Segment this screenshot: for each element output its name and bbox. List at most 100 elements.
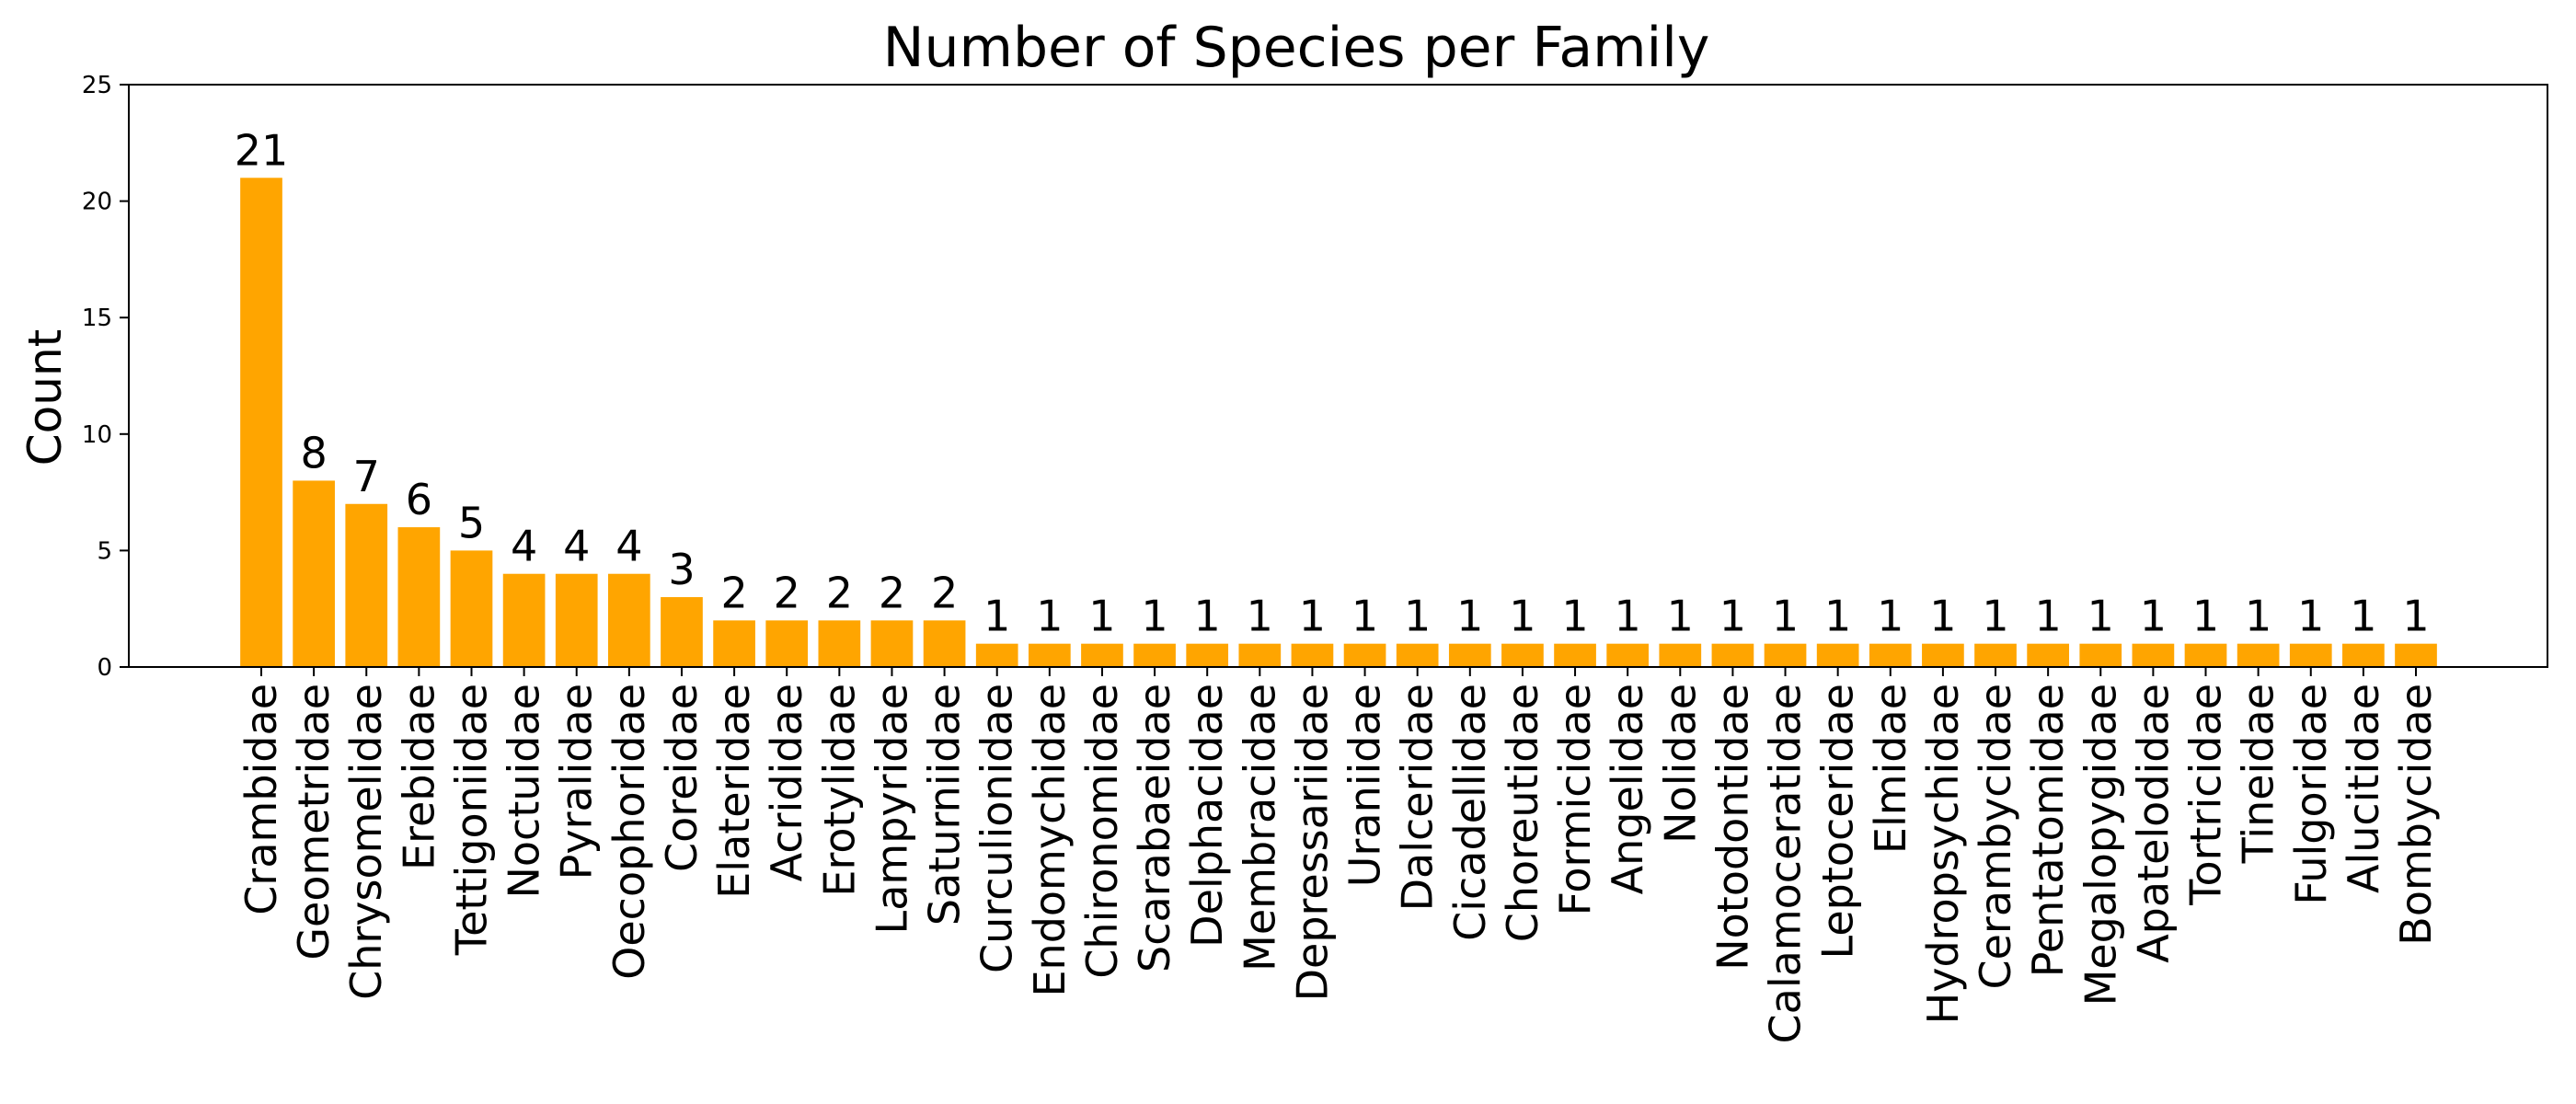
bar-value-label: 4 [615,522,642,571]
x-tick-label: Pyralidae [552,684,602,880]
bar [555,573,598,667]
y-tick-label: 10 [82,421,112,449]
y-axis: 0 5 10 15 20 25 [82,72,129,682]
bar [1764,643,1807,667]
bar-value-label: 1 [2402,592,2429,641]
bar-value-label: 4 [563,522,590,571]
x-tick-label: Megalopygidae [2076,684,2125,1006]
bar [975,643,1018,667]
bar [1343,643,1386,667]
bar [397,527,441,667]
x-tick-label: Chironomidae [1077,684,1127,979]
bar-value-label: 1 [983,592,1010,641]
y-tick-label: 0 [97,654,112,682]
bar [2132,643,2175,667]
x-tick-label: Crambidae [236,684,286,915]
bar-value-label: 1 [1141,592,1167,641]
y-tick-label: 5 [97,537,112,565]
bar-value-label: 1 [1036,592,1063,641]
x-tick-label: Coreidae [657,684,707,872]
x-tick-label: Scarabaeidae [1130,684,1179,972]
bar [450,550,493,667]
bar [2237,643,2280,667]
x-tick-label: Lampyridae [867,684,916,934]
bar-value-label: 1 [1877,592,1903,641]
bar-value-label: 7 [353,452,380,501]
x-tick-label: Cerambycidae [1971,684,2020,990]
bar-value-label: 1 [2297,592,2324,641]
bar [765,620,809,667]
bar-value-label: 1 [1194,592,1221,641]
bars-group [240,178,2437,667]
bar [1659,643,1702,667]
x-tick-label: Erebidae [394,684,443,870]
y-tick-label: 15 [82,305,112,332]
x-tick-label: Tettigoniidae [446,684,496,956]
bar [1606,643,1650,667]
x-tick-label: Elmidae [1866,684,1915,854]
x-axis: Crambidae Geometridae Chrysomelidae Erebida… [236,667,2441,1043]
bar [1869,643,1912,667]
bar [818,620,861,667]
bar [1816,643,1859,667]
x-tick-label: Tineidae [2234,684,2283,864]
x-tick-label: Hydropsychidae [1918,684,1968,1024]
bar-value-label: 1 [1351,592,1378,641]
bar [2027,643,2069,667]
bar [1291,643,1334,667]
bar [923,620,966,667]
x-tick-label: Apatelodidae [2128,684,2178,963]
y-axis-label: Count [18,329,72,466]
x-tick-label: Curculionidae [972,684,1022,973]
x-tick-label: Endomychidae [1025,684,1075,997]
x-tick-label: Formicidae [1550,684,1600,915]
bar-value-label: 1 [1299,592,1326,641]
bar-value-label: 1 [1456,592,1483,641]
x-tick-label: Fulgoridae [2286,684,2336,905]
y-tick-label: 20 [82,189,112,216]
x-tick-label: Uraniidae [1340,684,1390,887]
x-tick-label: Saturniidae [920,684,970,926]
x-tick-label: Bombycidae [2391,684,2441,946]
x-tick-label: Membracidae [1235,684,1284,972]
bar [1396,643,1439,667]
x-tick-label: Angelidae [1603,684,1652,894]
bar-value-label: 1 [1088,592,1115,641]
bar-value-label: 1 [1667,592,1694,641]
bar-value-label: 1 [2350,592,2376,641]
bar [1186,643,1229,667]
bar-value-label: 3 [668,545,695,594]
bar [1448,643,1491,667]
bar-value-label: 2 [720,568,747,617]
x-tick-label: Leptoceridae [1813,684,1863,959]
bar-value-label: 1 [1561,592,1588,641]
x-tick-label: Pentatomidae [2023,684,2073,977]
bar [1081,643,1123,667]
chart-title: Number of Species per Family [883,16,1710,80]
x-tick-label: Nolidae [1655,684,1705,844]
bar-value-label: 1 [1404,592,1431,641]
bar-value-label: 1 [1247,592,1273,641]
x-tick-label: Alucitidae [2339,684,2388,893]
plot-frame [128,84,2548,668]
bar-value-label: 1 [1719,592,1746,641]
x-tick-label: Elateridae [709,684,759,899]
bar-value-label: 1 [2087,592,2114,641]
bar [240,178,282,667]
bar [2184,643,2227,667]
x-tick-label: Delphacidae [1182,684,1232,948]
bar-value-label: 1 [2192,592,2219,641]
bar [1028,643,1071,667]
bar-value-label: 1 [1772,592,1799,641]
x-tick-label: Tortricidae [2181,684,2231,906]
bar [293,480,335,667]
bar [661,597,703,667]
bar-value-label: 1 [2035,592,2062,641]
x-tick-label: Geometridae [289,684,339,960]
bar [1238,643,1282,667]
x-tick-label: Dalceridae [1393,684,1443,911]
x-tick-label: Erotylidae [814,684,864,897]
bar [2079,643,2122,667]
x-tick-label: Noctuidae [500,684,549,899]
